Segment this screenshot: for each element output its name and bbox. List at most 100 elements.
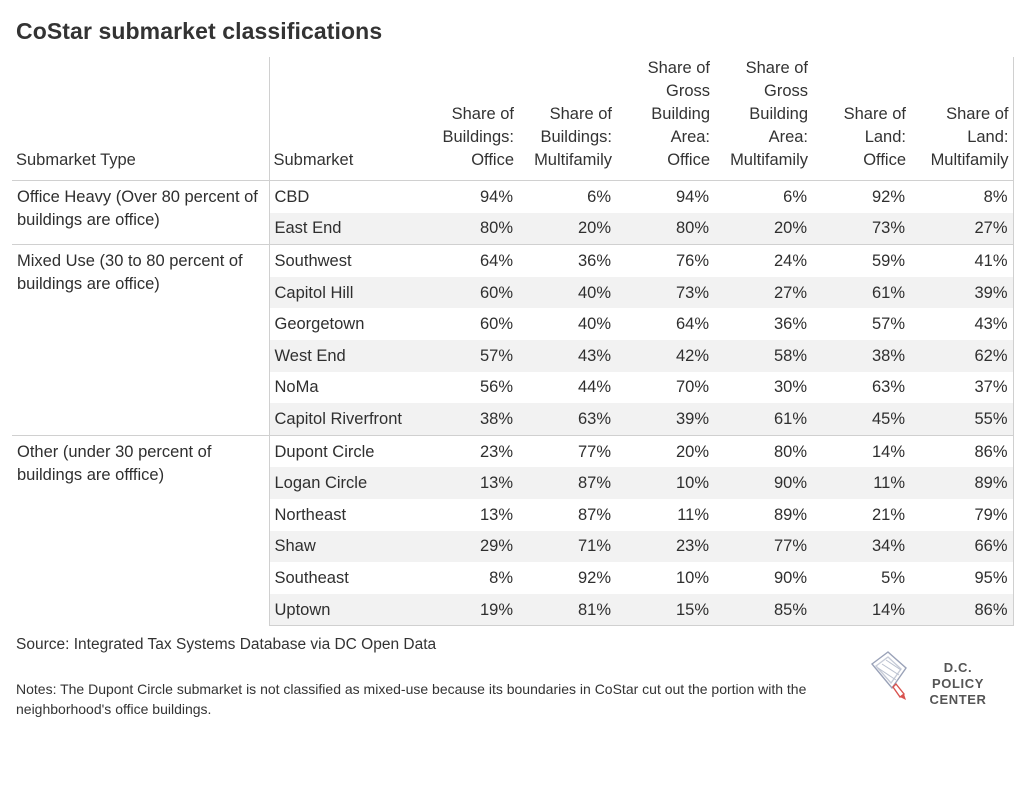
value-cell: 40% bbox=[577, 315, 611, 334]
value-cell: 63% bbox=[871, 378, 905, 397]
header-col: Share of Land: Multifamily bbox=[910, 57, 1014, 181]
submarket-name-cell: Georgetown bbox=[268, 308, 420, 340]
submarket-type-cell: Mixed Use (30 to 80 percent of buildings… bbox=[12, 244, 269, 436]
value-cell: 57% bbox=[871, 315, 905, 334]
notes-text: Notes: The Dupont Circle submarket is no… bbox=[16, 681, 807, 717]
value-cell: 10% bbox=[616, 467, 714, 499]
value-cell: 45% bbox=[812, 403, 910, 436]
value-cell: 13% bbox=[479, 505, 513, 524]
value-cell: 77% bbox=[714, 530, 812, 563]
table-row: Southeast 8% 92% 10% 90% 5% 95% bbox=[12, 562, 1014, 594]
header-col-line: Building bbox=[651, 105, 710, 123]
value-cell: 23% bbox=[616, 530, 714, 563]
header-col: Share of Buildings: Office bbox=[420, 57, 518, 181]
value-cell: 94% bbox=[420, 179, 518, 213]
value-cell: 11% bbox=[812, 467, 910, 499]
value-cell: 21% bbox=[871, 505, 905, 524]
value-cell: 62% bbox=[910, 339, 1014, 372]
table-row: Mixed Use (30 to 80 percent of buildings… bbox=[12, 244, 1014, 436]
value-cell: 8% bbox=[910, 179, 1014, 213]
value-cell: 94% bbox=[616, 179, 714, 213]
submarket-name-cell: Uptown bbox=[268, 593, 420, 627]
header-col-line: Share of bbox=[451, 105, 514, 123]
value-cell: 64% bbox=[420, 244, 518, 277]
header-col-line: Share of bbox=[647, 59, 710, 77]
logo-line-2: CENTER bbox=[929, 692, 987, 707]
submarket-type-cell: Other (under 30 percent of buildings are… bbox=[12, 434, 269, 626]
value-cell: 10% bbox=[675, 568, 709, 587]
value-cell: 70% bbox=[675, 378, 709, 397]
value-cell: 19% bbox=[420, 593, 518, 627]
header-col-line: Multifamily bbox=[930, 151, 1009, 169]
header-col-line: Multifamily bbox=[730, 151, 808, 169]
value-cell: 23% bbox=[420, 434, 518, 468]
dc-policy-center-logo: D.C. POLICY CENTER bbox=[866, 650, 1006, 707]
table-row: Logan Circle 13% 87% 10% 90% 11% 89% bbox=[12, 467, 1014, 499]
table-row: West End 57% 43% 42% 58% 38% 62% bbox=[12, 339, 1014, 372]
submarket-name-cell: Capitol Riverfront bbox=[268, 403, 420, 436]
header-col-line: Gross bbox=[665, 82, 710, 100]
value-cell: 36% bbox=[773, 315, 807, 334]
value-cell: 80% bbox=[714, 434, 812, 468]
value-cell: 61% bbox=[812, 276, 910, 309]
value-cell: 14% bbox=[812, 593, 910, 627]
value-cell: 42% bbox=[616, 339, 714, 372]
header-col-line: Share of bbox=[745, 59, 808, 77]
table-row: Northeast 13% 87% 11% 89% 21% 79% bbox=[12, 498, 1014, 531]
header-col-line: Office bbox=[667, 151, 710, 169]
value-cell: 29% bbox=[420, 530, 518, 563]
value-cell: 86% bbox=[910, 593, 1014, 627]
table-row: Georgetown 60% 40% 64% 36% 57% 43% bbox=[12, 308, 1014, 340]
value-cell: 90% bbox=[714, 467, 812, 499]
header-col-line: Share of bbox=[843, 105, 906, 123]
table-row: NoMa 56% 44% 70% 30% 63% 37% bbox=[12, 371, 1014, 404]
value-cell: 85% bbox=[714, 593, 812, 627]
value-cell: 41% bbox=[910, 244, 1014, 277]
value-cell: 60% bbox=[420, 276, 518, 309]
header-col: Share of Gross Building Area: Multifamily bbox=[714, 57, 812, 181]
value-cell: 14% bbox=[812, 434, 910, 468]
submarket-type-cell: Office Heavy (Over 80 percent of buildin… bbox=[12, 179, 269, 245]
value-cell: 71% bbox=[518, 530, 616, 563]
header-col: Share of Buildings: Multifamily bbox=[518, 57, 616, 181]
value-cell: 80% bbox=[420, 212, 518, 245]
submarket-name-cell: Shaw bbox=[268, 530, 420, 563]
table-row: Other (under 30 percent of buildings are… bbox=[12, 434, 1014, 626]
value-cell: 44% bbox=[577, 378, 611, 397]
value-cell: 66% bbox=[910, 530, 1014, 563]
value-cell: 38% bbox=[420, 403, 518, 436]
value-cell: 55% bbox=[910, 403, 1014, 436]
value-cell: 20% bbox=[714, 212, 812, 245]
value-cell: 77% bbox=[518, 434, 616, 468]
header-col-line: Buildings: bbox=[540, 128, 612, 146]
header-col-line: Gross bbox=[763, 82, 808, 100]
submarket-name-cell: Capitol Hill bbox=[268, 276, 420, 309]
table-row: Office Heavy (Over 80 percent of buildin… bbox=[12, 179, 1014, 245]
value-cell: 89% bbox=[910, 467, 1014, 499]
value-cell: 73% bbox=[812, 212, 910, 245]
header-submarket-type: Submarket Type bbox=[16, 151, 136, 169]
table-row: Capitol Riverfront 38% 63% 39% 61% 45% 55% bbox=[12, 403, 1014, 436]
submarket-name-cell: Dupont Circle bbox=[268, 434, 420, 468]
value-cell: 58% bbox=[714, 339, 812, 372]
submarket-name-cell: CBD bbox=[268, 179, 420, 213]
value-cell: 57% bbox=[420, 339, 518, 372]
header-submarket: Submarket bbox=[268, 57, 420, 181]
value-cell: 24% bbox=[714, 244, 812, 277]
value-cell: 27% bbox=[714, 276, 812, 309]
submarket-name-cell: East End bbox=[268, 212, 420, 245]
value-cell: 86% bbox=[910, 434, 1014, 468]
value-cell: 87% bbox=[518, 467, 616, 499]
value-cell: 61% bbox=[714, 403, 812, 436]
value-cell: 79% bbox=[910, 498, 1014, 531]
value-cell: 13% bbox=[420, 467, 518, 499]
header-col-line: Office bbox=[863, 151, 906, 169]
value-cell: 38% bbox=[812, 339, 910, 372]
value-cell: 43% bbox=[910, 308, 1014, 340]
value-cell: 89% bbox=[773, 505, 807, 524]
header-col-line: Office bbox=[471, 151, 514, 169]
table-row: East End 80% 20% 80% 20% 73% 27% bbox=[12, 212, 1014, 245]
value-cell: 76% bbox=[616, 244, 714, 277]
header-col: Share of Land: Office bbox=[812, 57, 910, 181]
table-body: Office Heavy (Over 80 percent of buildin… bbox=[12, 179, 1014, 627]
